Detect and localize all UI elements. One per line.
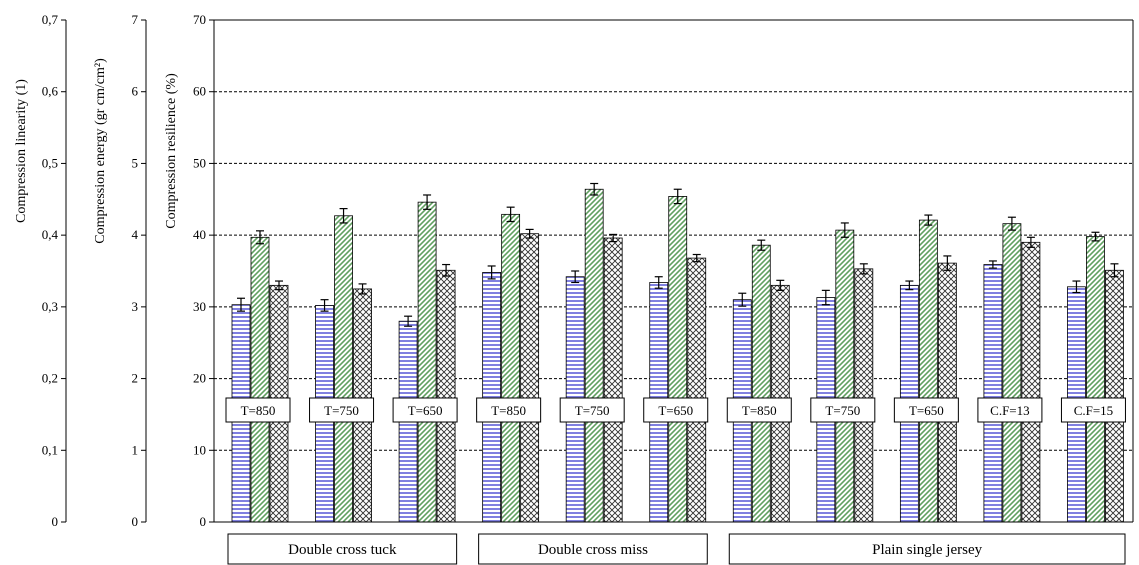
y-tick-label: 0,3 — [42, 299, 58, 314]
category-label: T=750 — [324, 403, 359, 418]
y-tick-label: 0 — [200, 514, 207, 529]
y-tick-label: 5 — [132, 155, 139, 170]
category-label-box: C.F=13 — [977, 397, 1043, 423]
group-label-frame — [227, 533, 458, 565]
bar — [751, 244, 771, 523]
bar — [501, 213, 521, 523]
y-axis-title: Compression linearity (1) — [14, 79, 29, 223]
axes: 0 0,1 0,2 0,3 0,4 0,5 0,6 0,7 Compression linear… — [14, 12, 1134, 529]
y-tick-label: 0 — [132, 514, 139, 529]
bar — [334, 215, 353, 523]
bar — [835, 229, 855, 523]
y-tick-label: 6 — [132, 84, 139, 99]
category-label-box: T=750 — [559, 397, 625, 423]
category-label-frame — [643, 397, 709, 423]
category-label-box: T=850 — [726, 397, 792, 423]
group-label-frame — [728, 533, 1126, 565]
bar — [937, 262, 957, 523]
bar — [1002, 223, 1022, 523]
bar — [668, 196, 688, 523]
y-axis-title: Compression energy (gr cm/cm²) — [93, 58, 108, 244]
category-label: T=650 — [909, 403, 944, 418]
bar — [436, 269, 456, 523]
bar — [1021, 241, 1041, 523]
y-tick-label: 0,6 — [42, 84, 59, 99]
category-label: T=750 — [575, 403, 610, 418]
group-label: Plain single jersey — [872, 542, 982, 558]
y-tick-label: 0,4 — [42, 227, 59, 242]
y-tick-label: 0,5 — [42, 155, 58, 170]
category-label-frame — [225, 397, 291, 423]
gridlines — [214, 91, 1133, 451]
category-label-box: T=650 — [893, 397, 959, 423]
bar — [603, 237, 623, 523]
y-tick-label: 0,7 — [42, 12, 59, 27]
bar — [854, 268, 874, 523]
y-tick-label: 7 — [132, 12, 139, 27]
category-label-frame — [1060, 397, 1126, 423]
category-label: T=850 — [742, 403, 777, 418]
category-label: C.F=15 — [1074, 403, 1113, 418]
bar — [417, 201, 437, 523]
bar — [918, 219, 938, 523]
y-tick-label: 40 — [193, 227, 206, 242]
category-label-box: T=650 — [643, 397, 709, 423]
category-label: T=650 — [658, 403, 693, 418]
bar — [250, 236, 270, 523]
bar — [983, 264, 1003, 523]
group-labels: Double cross tuck Double cross miss Plain … — [227, 533, 1126, 565]
category-label-frame — [893, 397, 959, 423]
y-tick-label: 20 — [193, 371, 206, 386]
bar — [520, 233, 540, 523]
y-tick-label: 30 — [193, 299, 206, 314]
bar — [482, 272, 502, 523]
category-label-frame — [476, 397, 542, 423]
y-tick-label: 1 — [132, 442, 139, 457]
category-label-frame — [392, 397, 458, 423]
group-label: Double cross tuck — [288, 542, 397, 558]
category-label-frame — [810, 397, 876, 423]
category-label-box: T=750 — [810, 397, 876, 423]
category-label-frame — [309, 397, 375, 423]
group-label-frame — [478, 533, 708, 565]
y-tick-label: 0 — [52, 514, 59, 529]
bar — [1086, 236, 1105, 523]
category-label-box: T=750 — [309, 397, 375, 423]
y-tick-label: 3 — [132, 299, 139, 314]
y-tick-label: 4 — [132, 227, 139, 242]
category-label-box: T=850 — [476, 397, 542, 423]
category-label-box: T=650 — [392, 397, 458, 423]
y-tick-label: 60 — [193, 84, 206, 99]
category-labels: T=850 T=750 T=650 T=850 T=750 T=650 T=850 T=750… — [225, 397, 1126, 423]
group-label-box: Double cross miss — [478, 533, 708, 565]
y-tick-label: 0,1 — [42, 442, 58, 457]
y-tick-label: 2 — [132, 371, 139, 386]
y-tick-label: 0,2 — [42, 371, 58, 386]
y-tick-label: 10 — [193, 442, 206, 457]
error-bars — [237, 182, 1119, 327]
category-label: T=850 — [491, 403, 526, 418]
category-label-frame — [559, 397, 625, 423]
bar — [687, 257, 707, 523]
bars — [231, 188, 1124, 523]
category-label: T=650 — [408, 403, 443, 418]
category-label-frame — [977, 397, 1043, 423]
bar — [1105, 269, 1124, 523]
y-tick-label: 50 — [193, 155, 206, 170]
category-label-box: T=850 — [225, 397, 291, 423]
group-label-box: Plain single jersey — [728, 533, 1126, 565]
category-label-frame — [726, 397, 792, 423]
group-label: Double cross miss — [538, 542, 648, 558]
category-label: T=850 — [241, 403, 276, 418]
y-tick-label: 70 — [193, 12, 206, 27]
category-label: C.F=13 — [990, 403, 1029, 418]
category-label: T=750 — [825, 403, 860, 418]
y-axis-title: Compression resilience (%) — [164, 73, 179, 229]
category-label-box: C.F=15 — [1060, 397, 1126, 423]
bar — [584, 188, 604, 523]
group-label-box: Double cross tuck — [227, 533, 458, 565]
